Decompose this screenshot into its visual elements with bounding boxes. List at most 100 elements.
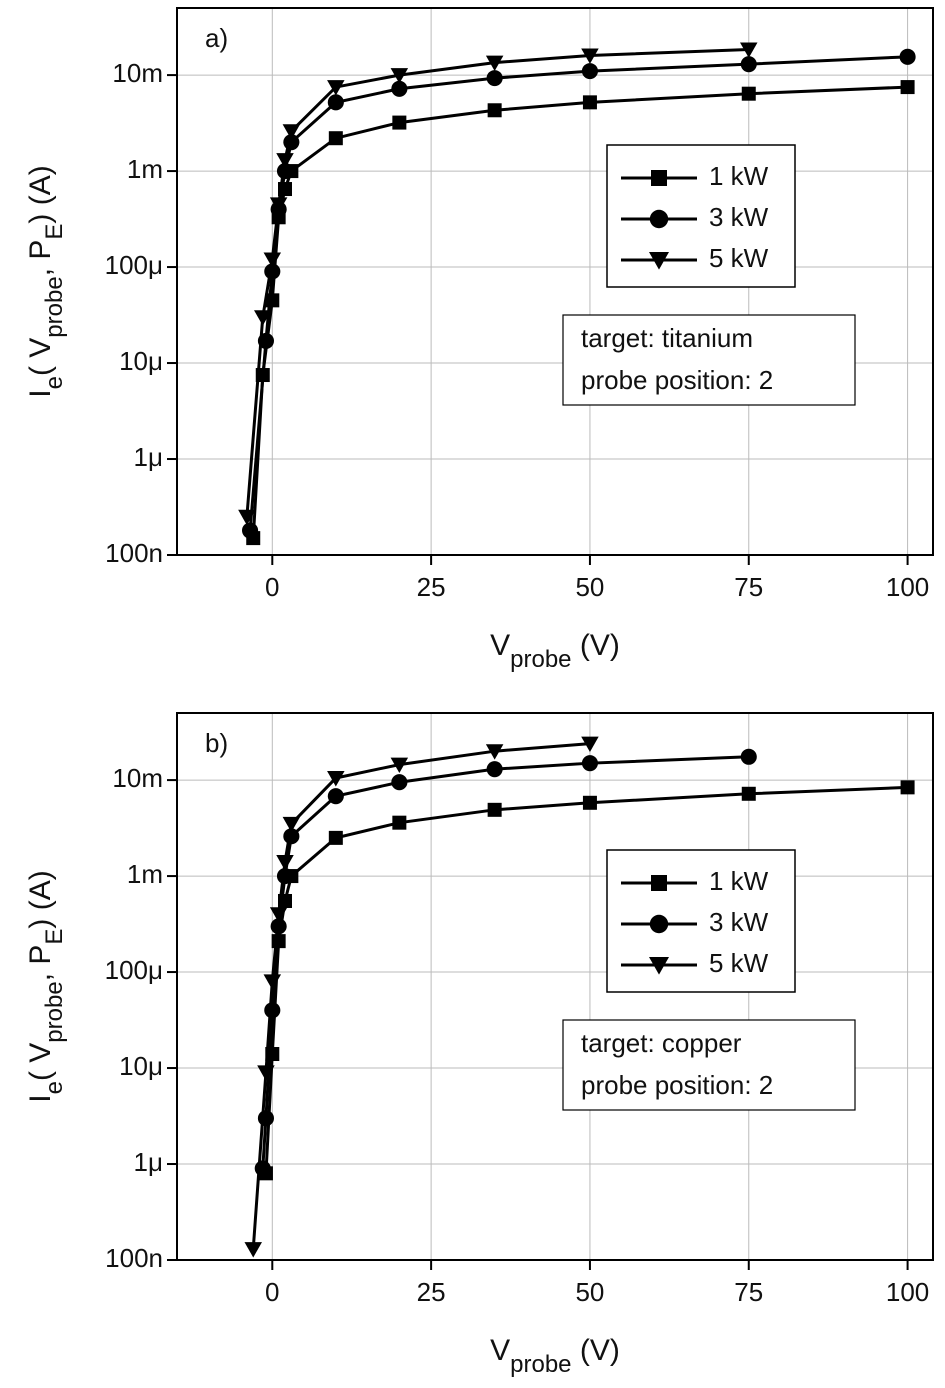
marker <box>486 761 503 778</box>
label-part: V <box>490 1334 510 1367</box>
marker <box>390 68 409 84</box>
series-line <box>248 55 908 531</box>
marker <box>276 855 294 871</box>
y-tick-label: 100n <box>105 1243 163 1273</box>
label-part: probe <box>41 276 68 337</box>
x-tick-label: 50 <box>575 572 604 602</box>
marker <box>581 736 599 752</box>
label-part: ) (A) <box>24 165 57 223</box>
y-axis-label: Ie( Vprobe, PE) (A) <box>24 165 68 397</box>
y-tick-label: 100n <box>105 538 163 568</box>
marker <box>581 48 599 64</box>
marker <box>392 815 407 830</box>
marker <box>238 509 256 526</box>
marker <box>390 757 409 774</box>
legend-label: 3 kW <box>709 907 769 937</box>
legend-label: 1 kW <box>709 866 769 896</box>
marker <box>582 795 597 810</box>
annotation-box <box>562 314 856 406</box>
marker <box>242 522 259 539</box>
x-tick-label: 25 <box>417 572 446 602</box>
label-part: E <box>41 929 68 945</box>
label-part: e <box>41 1081 68 1094</box>
y-tick-label: 100μ <box>105 955 163 985</box>
marker <box>327 788 344 805</box>
label-part: probe <box>510 1351 571 1378</box>
series-line <box>251 742 591 1250</box>
panel: 0 25 50 75 100 100n 1μ 10μ 100μ 1m 10m a) Vprobe (V)… <box>24 7 934 673</box>
marker <box>276 163 294 180</box>
legend: 1 kW 3 kW 5 kW <box>606 849 796 993</box>
marker <box>263 974 282 990</box>
marker <box>485 744 504 760</box>
series-line <box>251 85 908 539</box>
y-tick-label: 1m <box>127 859 163 889</box>
marker <box>392 115 407 130</box>
marker <box>244 1242 262 1258</box>
label-part: e <box>41 376 68 389</box>
marker <box>327 80 345 96</box>
marker <box>740 748 757 765</box>
marker <box>487 103 502 118</box>
marker <box>740 42 758 58</box>
label-part: E <box>41 224 68 240</box>
label-part: probe <box>41 981 68 1042</box>
marker <box>649 914 669 934</box>
panel-label: a) <box>205 23 228 53</box>
x-tick-label: 25 <box>417 1277 446 1307</box>
marker <box>649 957 669 975</box>
legend: 1 kW 3 kW 5 kW <box>606 144 796 288</box>
legend-label: 5 kW <box>709 948 769 978</box>
y-tick-label: 1μ <box>134 442 163 472</box>
marker <box>649 209 669 229</box>
legend-label: 3 kW <box>709 202 769 232</box>
y-tick-label: 1m <box>127 154 163 184</box>
marker <box>328 830 343 845</box>
marker <box>327 771 345 787</box>
marker <box>264 1002 281 1019</box>
marker <box>263 252 282 268</box>
plot-frame <box>176 712 934 1261</box>
label-part: V <box>490 629 510 662</box>
annotation: target: titanium probe position: 2 <box>562 314 856 406</box>
panel: 0 25 50 75 100 100n 1μ 10μ 100μ 1m 10m b) Vprobe (V)… <box>24 712 934 1378</box>
annotation-box <box>562 1019 856 1111</box>
marker <box>741 86 756 101</box>
x-tick-label: 50 <box>575 1277 604 1307</box>
y-tick-label: 1μ <box>134 1147 163 1177</box>
x-tick-label: 100 <box>886 572 929 602</box>
label-part: ( V <box>24 1043 57 1081</box>
x-tick-label: 75 <box>734 572 763 602</box>
marker <box>651 875 667 891</box>
x-tick-label: 0 <box>265 1277 279 1307</box>
label-part: , P <box>24 240 57 277</box>
marker <box>899 48 916 65</box>
label-part: ) (A) <box>24 870 57 928</box>
marker <box>485 55 504 71</box>
label-part: (V) <box>572 629 620 662</box>
marker <box>740 56 757 73</box>
x-axis-label: Vprobe (V) <box>490 1334 620 1378</box>
panel-label: b) <box>205 728 228 758</box>
marker <box>269 907 288 923</box>
legend-label: 1 kW <box>709 161 769 191</box>
annotation: target: copper probe position: 2 <box>562 1019 856 1111</box>
x-axis-label: Vprobe (V) <box>490 629 620 673</box>
y-axis-label: Ie( Vprobe, PE) (A) <box>24 870 68 1102</box>
marker <box>328 131 343 146</box>
legend-box <box>606 849 796 993</box>
marker <box>282 124 301 140</box>
marker <box>391 774 408 791</box>
marker <box>391 80 408 97</box>
marker <box>257 1065 275 1081</box>
marker <box>254 310 272 326</box>
marker <box>282 816 301 833</box>
label-part: , P <box>24 945 57 982</box>
plot-frame <box>176 7 934 556</box>
marker <box>327 94 344 111</box>
series-line <box>264 785 908 1174</box>
marker <box>651 170 667 186</box>
label-part: ( V <box>24 338 57 376</box>
marker <box>582 95 597 110</box>
